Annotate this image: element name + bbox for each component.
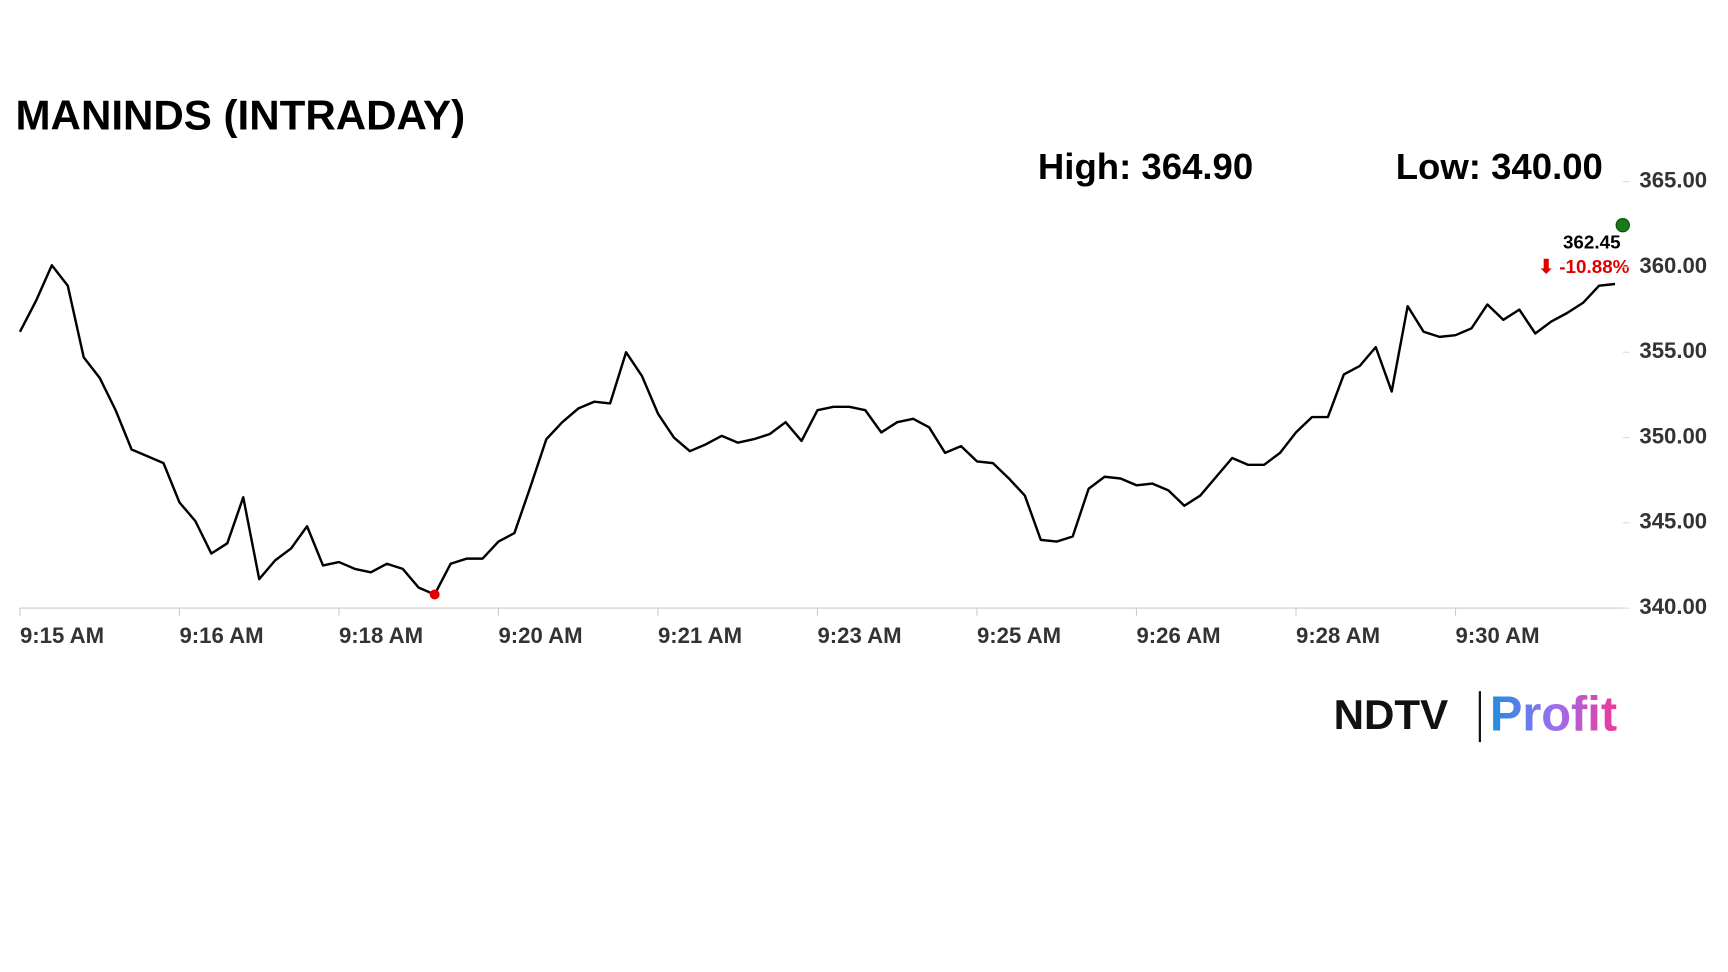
x-tick-label: 9:18 AM <box>339 623 423 648</box>
y-tick-label: 360.00 <box>1639 253 1707 278</box>
y-tick-label: 365.00 <box>1639 168 1707 193</box>
last-price-dot <box>1615 217 1630 233</box>
x-tick-label: 9:16 AM <box>179 623 263 648</box>
x-tick-label: 9:15 AM <box>20 623 104 648</box>
last-price-label: 362.45 <box>1563 232 1621 253</box>
low-point <box>429 589 440 600</box>
high-label: High: 364.90 <box>1038 146 1253 187</box>
y-tick-label: 345.00 <box>1639 509 1707 534</box>
brand-profit: Profit <box>1490 688 1617 742</box>
x-tick-label: 9:25 AM <box>977 623 1061 648</box>
x-tick-label: 9:23 AM <box>817 623 901 648</box>
price-line <box>18 264 1616 596</box>
y-tick-label: 355.00 <box>1639 338 1707 363</box>
y-tick-label: 340.00 <box>1639 594 1707 619</box>
y-tick-label: 350.00 <box>1639 423 1707 448</box>
x-tick-label: 9:28 AM <box>1296 623 1380 648</box>
x-tick-label: 9:21 AM <box>658 623 742 648</box>
x-tick-label: 9:20 AM <box>498 623 582 648</box>
brand-ndtv: NDTV <box>1334 691 1449 738</box>
chart-title: MANINDS (INTRADAY) <box>16 92 466 139</box>
change-label: ⬇ -10.88% <box>1538 256 1629 277</box>
x-tick-label: 9:26 AM <box>1136 623 1220 648</box>
x-tick-label: 9:30 AM <box>1456 623 1540 648</box>
low-label: Low: 340.00 <box>1396 146 1603 187</box>
